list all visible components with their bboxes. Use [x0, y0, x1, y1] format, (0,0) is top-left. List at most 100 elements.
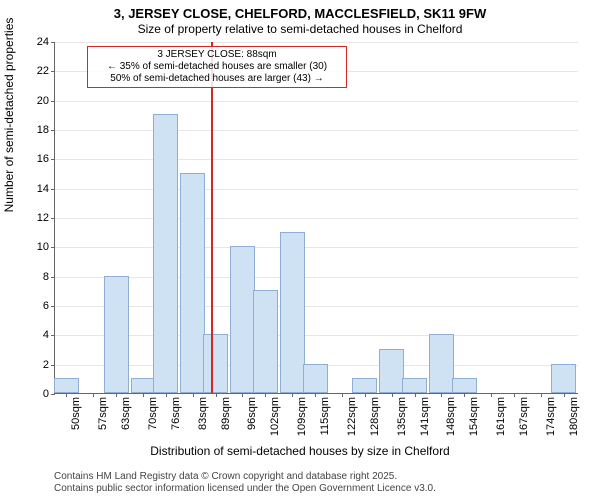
y-tick-label: 2: [43, 359, 49, 371]
chart-title-line2: Size of property relative to semi-detach…: [0, 22, 600, 36]
gridline: [55, 42, 578, 43]
annotation-line3: 50% of semi-detached houses are larger (…: [92, 73, 342, 85]
x-tick-mark: [292, 393, 293, 397]
x-tick-label: 161sqm: [495, 397, 507, 436]
y-tick-mark: [51, 335, 55, 336]
x-tick-label: 141sqm: [419, 397, 431, 436]
x-tick-label: 154sqm: [468, 397, 480, 436]
y-tick-label: 14: [37, 183, 49, 195]
x-tick-label: 128sqm: [369, 397, 381, 436]
histogram-bar: [203, 334, 228, 393]
y-tick-label: 16: [37, 153, 49, 165]
histogram-bar: [352, 378, 377, 393]
x-tick-mark: [166, 393, 167, 397]
histogram-bar: [280, 232, 305, 393]
x-tick-label: 83sqm: [197, 397, 209, 430]
reference-vline: [211, 42, 213, 393]
x-tick-mark: [242, 393, 243, 397]
gridline: [55, 247, 578, 248]
chart-container: 3, JERSEY CLOSE, CHELFORD, MACCLESFIELD,…: [0, 0, 600, 500]
histogram-bar: [379, 349, 404, 393]
x-tick-mark: [392, 393, 393, 397]
annotation-box: 3 JERSEY CLOSE: 88sqm← 35% of semi-detac…: [87, 46, 347, 88]
x-tick-label: 109sqm: [296, 397, 308, 436]
histogram-bar: [230, 246, 255, 393]
x-tick-mark: [193, 393, 194, 397]
chart-title-line1: 3, JERSEY CLOSE, CHELFORD, MACCLESFIELD,…: [0, 6, 600, 21]
x-tick-label: 148sqm: [445, 397, 457, 436]
y-tick-mark: [51, 247, 55, 248]
x-tick-label: 89sqm: [220, 397, 232, 430]
histogram-bar: [153, 114, 178, 393]
histogram-bar: [452, 378, 477, 393]
x-tick-label: 122sqm: [346, 397, 358, 436]
x-tick-label: 167sqm: [518, 397, 530, 436]
x-tick-label: 57sqm: [97, 397, 109, 430]
annotation-line2: ← 35% of semi-detached houses are smalle…: [92, 61, 342, 73]
histogram-bar: [429, 334, 454, 393]
x-tick-label: 63sqm: [120, 397, 132, 430]
x-tick-mark: [514, 393, 515, 397]
y-tick-label: 12: [37, 212, 49, 224]
x-tick-label: 115sqm: [319, 397, 331, 435]
y-tick-mark: [51, 42, 55, 43]
y-tick-label: 8: [43, 271, 49, 283]
gridline: [55, 189, 578, 190]
histogram-bar: [253, 290, 278, 393]
gridline: [55, 101, 578, 102]
gridline: [55, 218, 578, 219]
histogram-bar: [54, 378, 79, 393]
gridline: [55, 277, 578, 278]
gridline: [55, 335, 578, 336]
footer-line2: Contains public sector information licen…: [54, 483, 436, 494]
x-tick-label: 174sqm: [545, 397, 557, 436]
x-tick-mark: [66, 393, 67, 397]
x-tick-mark: [116, 393, 117, 397]
y-tick-label: 18: [37, 124, 49, 136]
annotation-line1: 3 JERSEY CLOSE: 88sqm: [92, 49, 342, 61]
histogram-bar: [551, 364, 576, 393]
y-tick-mark: [51, 306, 55, 307]
x-tick-mark: [491, 393, 492, 397]
histogram-bar: [180, 173, 205, 393]
x-tick-label: 96sqm: [246, 397, 258, 430]
x-axis-label: Distribution of semi-detached houses by …: [0, 444, 600, 458]
x-tick-mark: [441, 393, 442, 397]
y-tick-mark: [51, 277, 55, 278]
y-tick-mark: [51, 189, 55, 190]
y-tick-mark: [51, 130, 55, 131]
x-tick-mark: [315, 393, 316, 397]
y-tick-mark: [51, 71, 55, 72]
footer-line1: Contains HM Land Registry data © Crown c…: [54, 471, 397, 482]
x-tick-label: 102sqm: [269, 397, 281, 436]
gridline: [55, 306, 578, 307]
plot-area: 02468101214161820222450sqm57sqm63sqm70sq…: [54, 42, 578, 394]
y-tick-mark: [51, 218, 55, 219]
x-tick-label: 180sqm: [568, 397, 580, 436]
gridline: [55, 130, 578, 131]
y-tick-label: 22: [37, 65, 49, 77]
y-tick-label: 0: [43, 388, 49, 400]
gridline: [55, 159, 578, 160]
x-tick-mark: [342, 393, 343, 397]
x-tick-mark: [415, 393, 416, 397]
x-tick-mark: [365, 393, 366, 397]
y-tick-label: 6: [43, 300, 49, 312]
x-tick-label: 70sqm: [147, 397, 159, 430]
y-tick-label: 10: [37, 241, 49, 253]
x-tick-mark: [216, 393, 217, 397]
x-tick-label: 50sqm: [70, 397, 82, 430]
x-tick-mark: [265, 393, 266, 397]
x-tick-mark: [143, 393, 144, 397]
y-tick-mark: [51, 394, 55, 395]
y-axis-label: Number of semi-detached properties: [2, 0, 16, 245]
y-tick-mark: [51, 159, 55, 160]
x-tick-label: 76sqm: [170, 397, 182, 430]
histogram-bar: [104, 276, 129, 393]
histogram-bar: [303, 364, 328, 393]
x-tick-label: 135sqm: [396, 397, 408, 436]
x-tick-mark: [93, 393, 94, 397]
y-tick-label: 20: [37, 95, 49, 107]
y-tick-mark: [51, 365, 55, 366]
x-tick-mark: [464, 393, 465, 397]
